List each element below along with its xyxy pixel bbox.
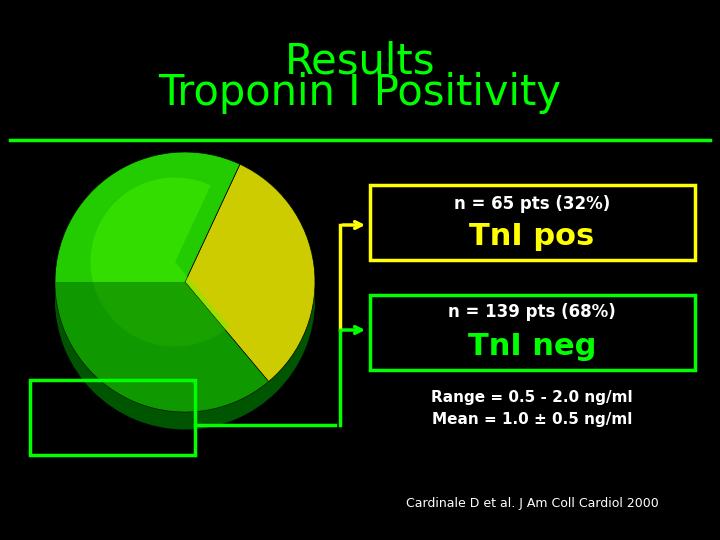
Text: Results: Results [284, 40, 436, 82]
Text: n = 139 pts (68%): n = 139 pts (68%) [448, 303, 616, 321]
Wedge shape [55, 165, 315, 424]
Bar [370, 185, 695, 260]
Text: Troponin I Positivity: Troponin I Positivity [158, 72, 562, 114]
Text: Mean = 1.0 ± 0.5 ng/ml: Mean = 1.0 ± 0.5 ng/ml [432, 412, 632, 427]
Text: Range = 0.5 - 2.0 ng/ml: Range = 0.5 - 2.0 ng/ml [431, 390, 633, 405]
Wedge shape [55, 159, 315, 420]
Text: n = 65 pts (32%): n = 65 pts (32%) [454, 195, 610, 213]
Wedge shape [55, 167, 315, 427]
Wedge shape [55, 152, 315, 412]
Bar [370, 295, 695, 370]
Bar [30, 380, 195, 455]
Wedge shape [185, 164, 315, 382]
Wedge shape [55, 282, 269, 412]
Text: Cardinale D et al. J Am Coll Cardiol 2000: Cardinale D et al. J Am Coll Cardiol 200… [405, 497, 658, 510]
Wedge shape [55, 162, 315, 422]
Text: TnI pos: TnI pos [469, 222, 595, 251]
Wedge shape [55, 157, 315, 417]
Wedge shape [55, 152, 269, 412]
Wedge shape [55, 154, 315, 415]
Text: TnI neg: TnI neg [468, 332, 596, 361]
Wedge shape [55, 170, 315, 429]
Wedge shape [91, 178, 229, 347]
